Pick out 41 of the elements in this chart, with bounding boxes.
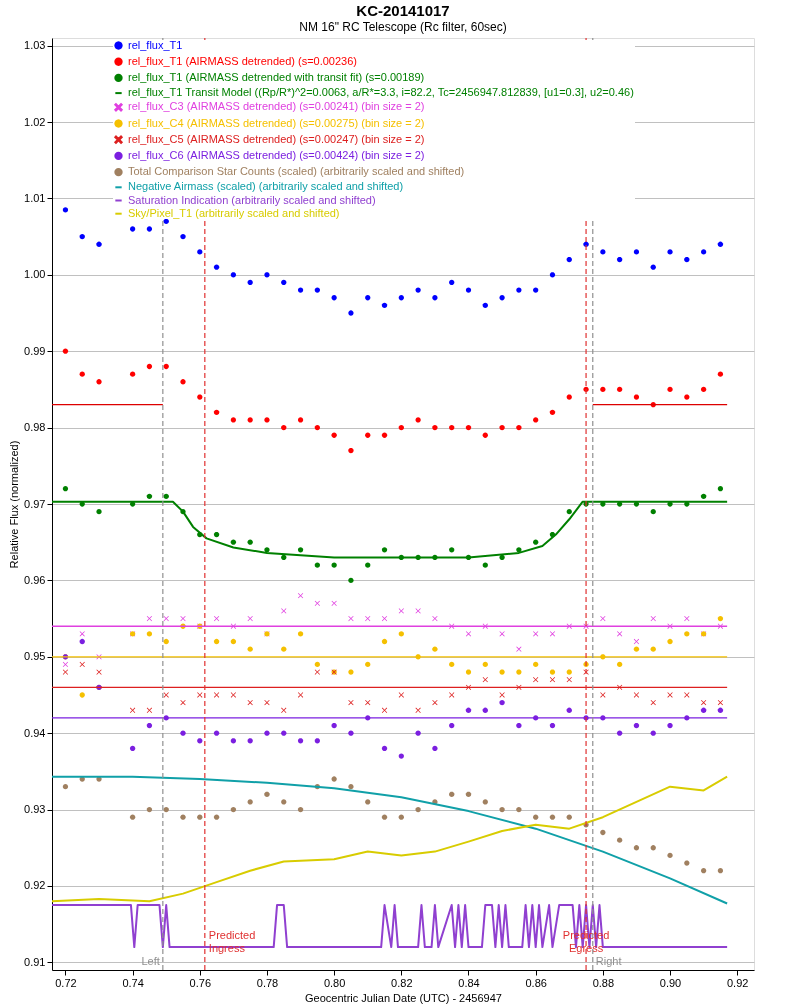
y-axis-title: Relative Flux (normalized)	[8, 440, 21, 569]
x-tick-label: 0.82	[391, 976, 413, 989]
legend-label: Sky/Pixel_T1 (arbitrarily scaled and shifted)	[128, 206, 340, 219]
legend-label: rel_flux_C4 (AIRMASS detrended) (s=0.00275) (bin size = 2)	[128, 116, 425, 129]
x-tick-label: 0.86	[525, 976, 547, 989]
y-tick-label: 0.99	[24, 344, 46, 357]
legend-label: rel_flux_C5 (AIRMASS detrended) (s=0.00247) (bin size = 2)	[128, 132, 425, 145]
y-tick-label: 0.97	[24, 497, 46, 510]
ref-line-label: Left	[141, 955, 160, 967]
legend-label: Saturation Indication (arbitrarily scaled and shifted)	[128, 193, 376, 206]
x-tick-label: 0.78	[256, 976, 279, 989]
legend-label: rel_flux_T1 Transit Model ((Rp/R*)^2=0.0063, a/R*=3.3, i=82.2, Tc=2456947.812839, [u1=0.3], u2=0.46)	[128, 86, 634, 99]
x-tick-label: 0.90	[659, 976, 682, 989]
legend-label: rel_flux_T1 (AIRMASS detrended) (s=0.00236)	[128, 54, 357, 67]
x-tick-label: 0.92	[726, 976, 749, 989]
chart-title: KC-20141017	[356, 2, 450, 20]
y-tick-label: 1.02	[24, 115, 46, 128]
y-tick-label: 1.00	[24, 268, 46, 281]
y-tick-label: 1.03	[24, 39, 46, 52]
y-tick-label: 0.91	[24, 955, 46, 968]
legend-label: Negative Airmass (scaled) (arbitrarily scaled and shifted)	[128, 180, 404, 193]
y-tick-label: 1.01	[24, 191, 46, 204]
x-tick-label: 0.76	[189, 976, 211, 989]
x-tick-label: 0.80	[323, 976, 346, 989]
chart-subtitle: NM 16" RC Telescope (Rc filter, 60sec)	[299, 20, 507, 35]
y-tick-label: 0.93	[24, 803, 46, 816]
y-tick-label: 0.95	[24, 650, 46, 663]
legend-label: rel_flux_C6 (AIRMASS detrended) (s=0.00424) (bin size = 2)	[128, 148, 425, 161]
y-tick-label: 0.96	[24, 573, 46, 586]
x-tick-label: 0.74	[122, 976, 144, 989]
x-tick-label: 0.88	[592, 976, 615, 989]
legend-label: Total Comparison Star Counts (scaled) (arbitrarily scaled and shifted)	[128, 165, 465, 178]
y-tick-label: 0.94	[24, 726, 46, 739]
x-tick-label: 0.84	[458, 976, 480, 989]
legend-label: rel_flux_T1	[128, 38, 183, 51]
y-tick-label: 0.98	[24, 421, 46, 434]
x-tick-label: 0.72	[55, 976, 77, 989]
y-tick-label: 0.92	[24, 879, 46, 892]
x-axis-title: Geocentric Julian Date (UTC) - 2456947	[305, 991, 502, 1004]
legend-label: rel_flux_T1 (AIRMASS detrended with transit fit) (s=0.00189)	[128, 70, 425, 83]
legend-label: rel_flux_C3 (AIRMASS detrended) (s=0.00241) (bin size = 2)	[128, 100, 425, 113]
